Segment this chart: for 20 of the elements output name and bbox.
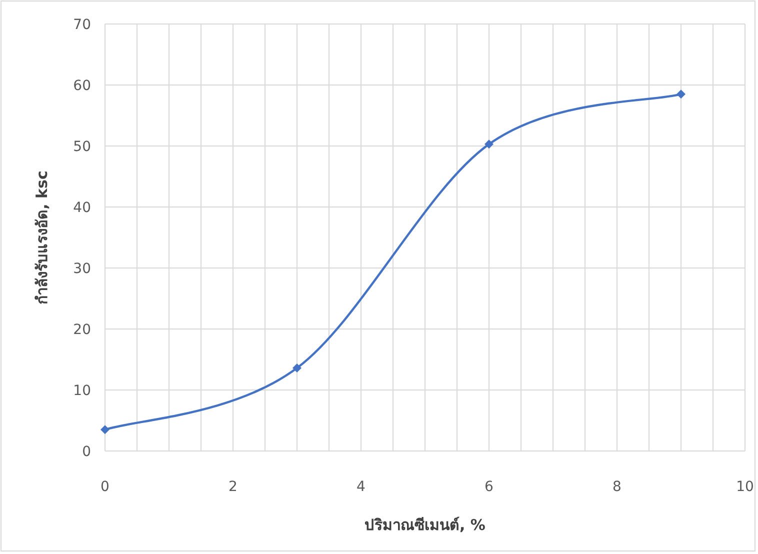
x-tick-label: 0 (100, 479, 110, 495)
y-tick-label: 0 (82, 444, 91, 460)
point (484, 140, 494, 149)
y-tick-label: 70 (73, 17, 91, 33)
point (292, 364, 302, 373)
y-tick-label: 60 (73, 78, 91, 94)
x-tick-label: 10 (736, 479, 754, 495)
x-tick-label: 4 (356, 479, 366, 495)
y-axis-title: กำลังรับแรงอัด, ksc (33, 170, 51, 304)
y-tick-label: 30 (73, 261, 91, 277)
y-tick-label: 40 (73, 200, 91, 216)
x-tick-label: 8 (612, 479, 622, 495)
x-tick-label: 2 (228, 479, 238, 495)
x-tick-label: 6 (484, 479, 494, 495)
y-tick-label: 50 (73, 139, 91, 155)
x-axis-title: ปริมาณซีเมนต์, % (364, 516, 486, 534)
y-tick-label: 20 (73, 322, 91, 338)
y-tick-label: 10 (73, 383, 91, 399)
point (676, 90, 686, 99)
point (100, 425, 110, 434)
